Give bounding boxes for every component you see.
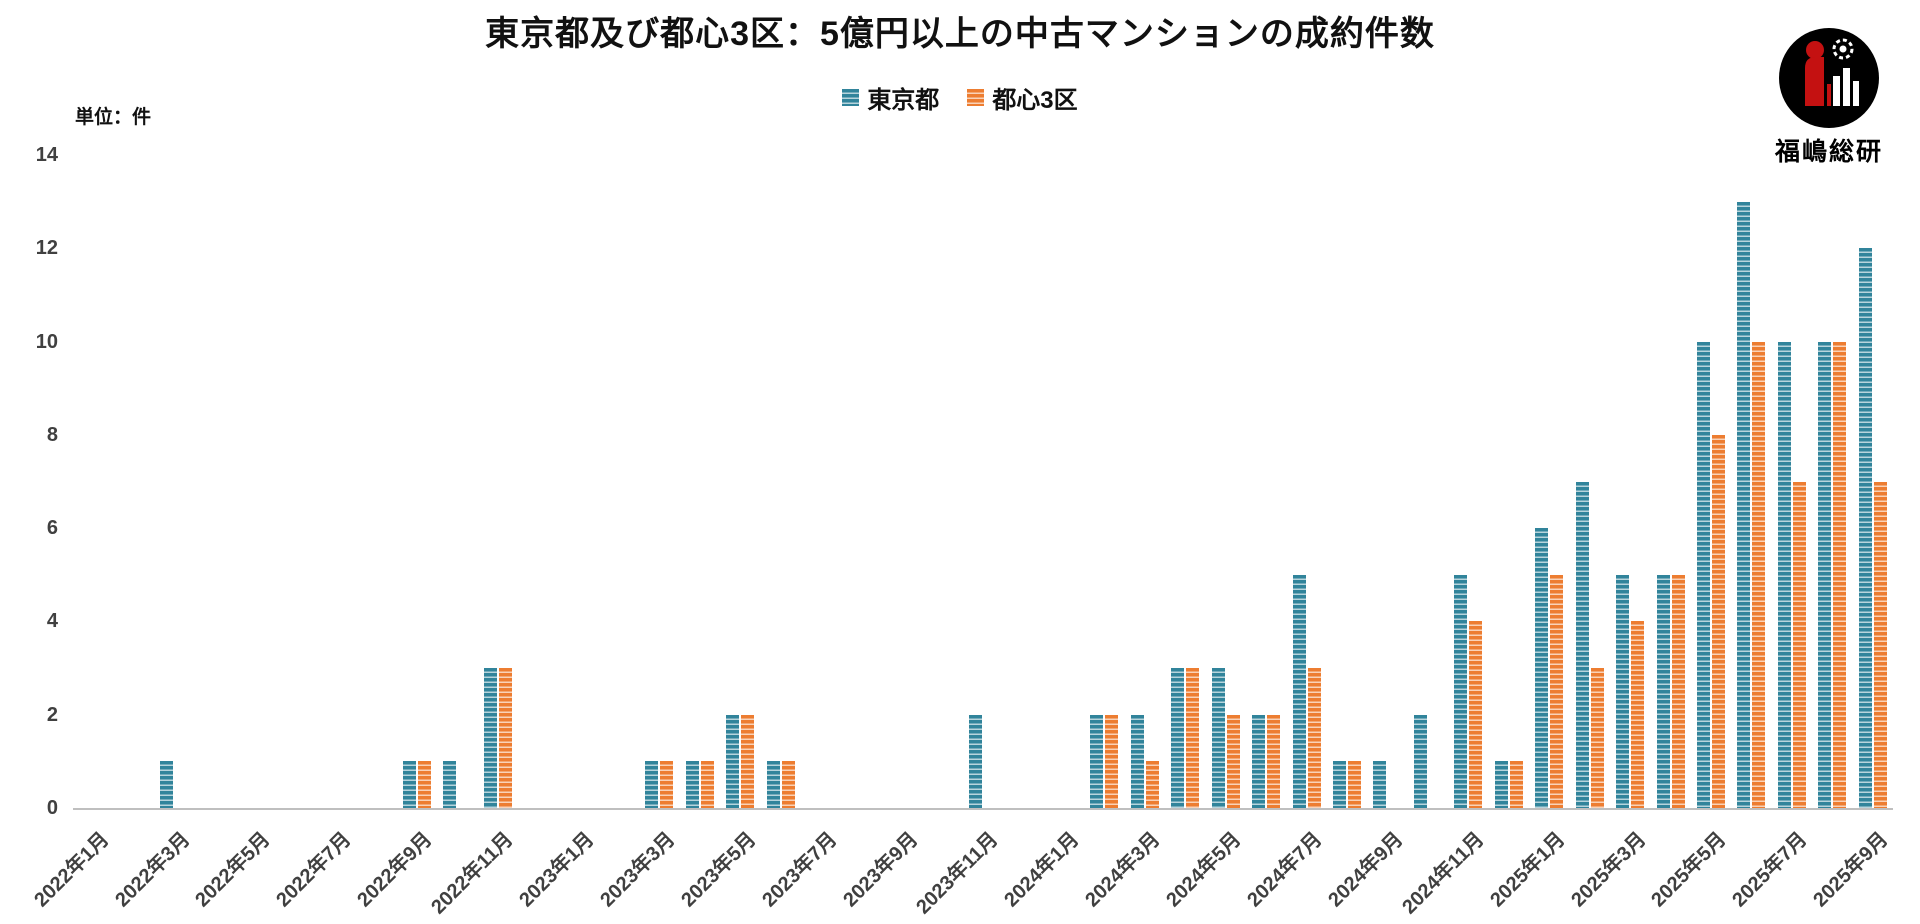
bar-toshin3ku — [1307, 668, 1321, 808]
x-tick-label: 2023年5月 — [676, 828, 761, 912]
bar-tokyo — [1494, 761, 1508, 808]
bar-tokyo — [685, 761, 699, 808]
x-tick-label: 2022年11月 — [427, 828, 518, 919]
bar-toshin3ku — [660, 761, 674, 808]
x-tick-label: 2022年5月 — [191, 828, 275, 912]
bar-tokyo — [1737, 201, 1751, 808]
x-tick-label: 2025年7月 — [1728, 828, 1812, 912]
x-tick-label: 2024年3月 — [1081, 828, 1165, 912]
bar-tokyo — [726, 714, 740, 808]
bar-toshin3ku — [1267, 714, 1281, 808]
logo-text: 福嶋総研 — [1774, 138, 1883, 166]
chart-title: 東京都及び都心3区：5億円以上の中古マンションの成約件数 — [485, 15, 1435, 53]
legend-swatch-toshin3ku — [967, 89, 985, 106]
x-tick-label: 2023年11月 — [912, 828, 1003, 919]
x-tick-label: 2025年9月 — [1809, 828, 1893, 912]
y-axis-unit-label: 単位：件 — [75, 107, 152, 128]
x-tick-label: 2022年7月 — [272, 828, 356, 912]
bar-tokyo — [1333, 761, 1346, 808]
bar-toshin3ku — [1186, 668, 1200, 808]
bar-tokyo — [1252, 714, 1266, 808]
bar-tokyo — [1090, 714, 1104, 808]
legend: 東京都 都心3区 — [0, 80, 1920, 115]
x-tick-label: 2024年11月 — [1397, 828, 1489, 919]
bar-toshin3ku — [1590, 668, 1604, 808]
fukushima-souken-logo: 福嶋総研 — [1754, 26, 1904, 168]
bar-toshin3ku — [498, 668, 512, 808]
bar-toshin3ku — [1145, 761, 1159, 808]
legend-item-tokyo: 東京都 — [842, 80, 939, 115]
bar-toshin3ku — [1873, 481, 1887, 808]
bar-toshin3ku — [1509, 761, 1523, 808]
bar-toshin3ku — [1469, 621, 1483, 808]
logo-mark-icon — [1779, 28, 1879, 128]
bar-toshin3ku — [417, 761, 431, 808]
bar-toshin3ku — [1550, 574, 1564, 808]
x-tick-label: 2023年3月 — [596, 828, 680, 912]
legend-swatch-tokyo — [842, 89, 860, 106]
x-axis: 2022年1月 2022年3月 2022年5月 2022年7月 2022年9月 2022年… — [30, 810, 1893, 922]
bar-toshin3ku — [741, 714, 755, 808]
bar-tokyo — [1818, 341, 1832, 808]
bar-tokyo — [1858, 248, 1872, 808]
bar-tokyo — [160, 761, 174, 808]
bar-tokyo — [645, 761, 659, 808]
y-tick-label: 6 — [46, 517, 58, 540]
bar-tokyo — [1656, 574, 1670, 808]
y-tick-label: 4 — [46, 610, 58, 633]
bar-tokyo — [1373, 761, 1387, 808]
bar-toshin3ku — [1348, 761, 1361, 808]
bar-tokyo — [1575, 481, 1589, 808]
y-tick-label: 2 — [46, 703, 58, 726]
bar-toshin3ku — [1226, 714, 1240, 808]
x-tick-label: 2022年3月 — [110, 828, 194, 912]
bar-tokyo — [1616, 574, 1630, 808]
bar-toshin3ku — [1792, 481, 1806, 808]
bar-tokyo — [443, 761, 457, 808]
x-tick-label: 2022年1月 — [29, 828, 114, 912]
legend-label-tokyo: 東京都 — [867, 87, 940, 114]
bar-tokyo — [1413, 714, 1427, 808]
bar-toshin3ku — [781, 761, 795, 808]
y-axis: 0 2 4 6 8 10 12 14 — [0, 144, 58, 819]
x-tick-label: 2023年1月 — [515, 828, 599, 912]
x-tick-label: 2025年5月 — [1647, 828, 1731, 912]
bar-toshin3ku — [1671, 574, 1685, 808]
y-tick-label: 14 — [35, 144, 58, 166]
bar-tokyo — [1535, 528, 1549, 808]
x-tick-label: 2024年1月 — [1000, 828, 1084, 912]
bar-tokyo — [1697, 341, 1710, 808]
x-tick-label: 2023年7月 — [757, 828, 842, 912]
bar-toshin3ku — [1631, 621, 1645, 808]
y-tick-label: 0 — [46, 797, 58, 819]
bar-tokyo — [1171, 668, 1185, 808]
bar-toshin3ku — [1712, 434, 1725, 808]
bar-tokyo — [1777, 341, 1791, 808]
bar-tokyo — [1211, 668, 1225, 808]
bar-tokyo — [766, 761, 780, 808]
bar-tokyo — [1130, 714, 1144, 808]
bar-toshin3ku — [700, 761, 714, 808]
bar-tokyo — [1292, 574, 1306, 808]
bar-toshin3ku — [1833, 341, 1847, 808]
bar-tokyo — [969, 714, 982, 808]
x-tick-label: 2025年3月 — [1566, 828, 1650, 912]
y-tick-label: 8 — [46, 423, 58, 446]
y-tick-label: 12 — [35, 237, 58, 260]
legend-item-toshin3ku: 都心3区 — [967, 80, 1078, 115]
x-tick-label: 2025年1月 — [1485, 828, 1570, 912]
y-tick-label: 10 — [35, 330, 58, 353]
x-tick-label: 2024年5月 — [1162, 828, 1246, 912]
legend-label-toshin3ku: 都心3区 — [992, 87, 1078, 114]
bar-tokyo — [402, 761, 416, 808]
bar-tokyo — [1454, 574, 1468, 808]
bar-toshin3ku — [1752, 341, 1766, 808]
plot-area — [73, 155, 1893, 810]
bar-tokyo — [483, 668, 497, 808]
bar-toshin3ku — [1105, 714, 1119, 808]
x-tick-label: 2024年7月 — [1243, 828, 1327, 912]
